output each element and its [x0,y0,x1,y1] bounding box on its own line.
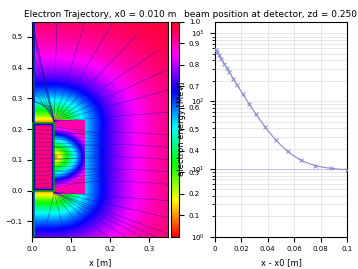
Bar [34,124,52,189]
X-axis label: x [m]: x [m] [89,258,111,267]
X-axis label: x - x0 [m]: x - x0 [m] [261,258,301,267]
Title: Electron Trajectory, x0 = 0.010 m: Electron Trajectory, x0 = 0.010 m [24,10,176,19]
Title: beam position at detector, zd = 0.250 mm: beam position at detector, zd = 0.250 mm [184,10,358,19]
Bar [32,123,54,191]
Y-axis label: electron energy [MeV]: electron energy [MeV] [177,82,186,176]
